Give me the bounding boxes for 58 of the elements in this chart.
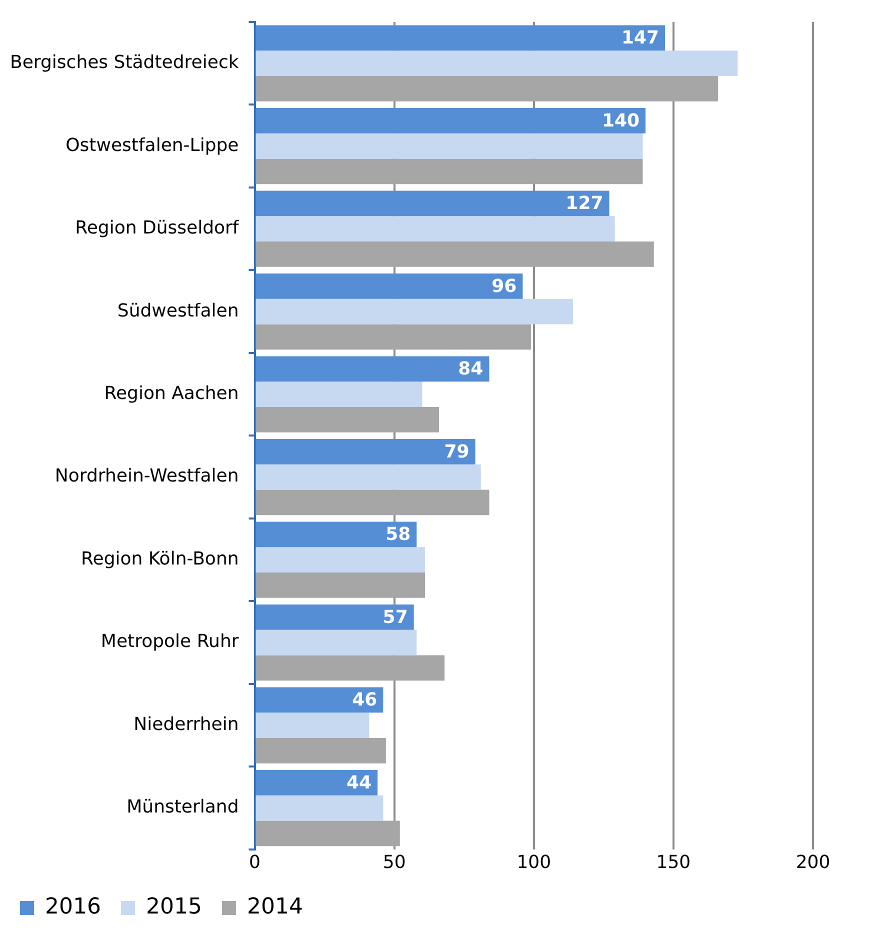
bar <box>256 490 490 516</box>
bar <box>256 274 523 299</box>
y-tick-label: Ostwestfalen-Lippe <box>66 134 239 156</box>
bar <box>256 216 615 242</box>
bar <box>256 439 476 464</box>
x-tick-label: 200 <box>796 852 830 873</box>
y-tick-label: Region Aachen <box>104 383 239 404</box>
data-label: 127 <box>566 193 604 214</box>
bar <box>256 464 481 490</box>
bar <box>256 298 573 324</box>
data-label: 58 <box>386 524 411 546</box>
legend-label: 2016 <box>45 894 101 920</box>
data-label: 44 <box>346 772 372 794</box>
bar <box>256 738 386 764</box>
bar <box>256 356 490 382</box>
bar <box>256 712 370 738</box>
bar <box>256 242 654 267</box>
bar <box>256 324 532 350</box>
y-tick-label: Münsterland <box>126 796 239 818</box>
bar <box>256 133 643 159</box>
data-label: 84 <box>458 358 484 380</box>
bar <box>256 158 643 184</box>
data-label: 57 <box>382 606 408 628</box>
x-tick-label: 100 <box>516 852 552 873</box>
x-tick-label: 50 <box>382 852 406 873</box>
legend-label: 2014 <box>246 894 303 920</box>
bar <box>256 407 439 432</box>
bar <box>256 25 666 51</box>
y-tick-label: Niederrhein <box>134 714 239 735</box>
data-label: 140 <box>602 110 640 132</box>
x-tick-label: 150 <box>656 852 691 873</box>
bar <box>256 76 718 102</box>
x-tick-label: 0 <box>249 852 260 873</box>
bar <box>256 795 384 821</box>
bar <box>256 687 384 713</box>
bar <box>256 604 414 630</box>
y-tick-label: Region Düsseldorf <box>75 218 240 239</box>
bar <box>256 820 400 846</box>
bar <box>256 108 646 134</box>
bar <box>256 522 417 548</box>
data-label: 46 <box>352 690 378 711</box>
bar <box>256 770 378 796</box>
bar <box>256 630 417 656</box>
y-tick-label: Metropole Ruhr <box>100 631 240 652</box>
data-label: 79 <box>444 441 470 462</box>
y-tick-label: Region Köln-Bonn <box>81 548 239 570</box>
bar <box>256 572 426 598</box>
data-label: 147 <box>621 28 660 49</box>
bar <box>256 382 422 408</box>
data-label: 96 <box>492 276 517 297</box>
bar <box>256 50 738 76</box>
y-tick-label: Nordrhein-Westfalen <box>54 466 239 487</box>
bar <box>256 547 426 572</box>
bar <box>256 190 610 216</box>
legend-label: 2015 <box>146 894 202 920</box>
y-tick-label: Südwestfalen <box>117 300 239 322</box>
bar <box>256 655 445 681</box>
y-tick-label: Bergisches Städtedreieck <box>10 52 240 74</box>
